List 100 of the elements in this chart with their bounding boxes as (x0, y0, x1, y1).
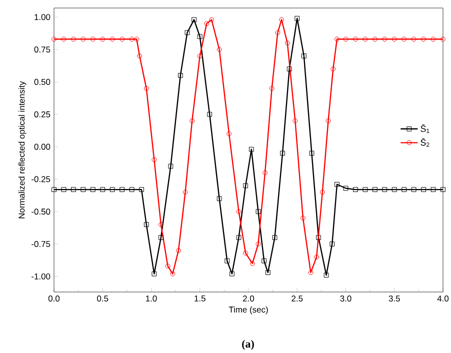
point (90, 187, 96, 192)
point (170, 271, 176, 276)
point (272, 235, 278, 240)
point (152, 271, 157, 276)
point (440, 187, 446, 192)
point (421, 187, 426, 192)
point (192, 17, 196, 22)
point (256, 209, 261, 214)
point (90, 36, 96, 42)
point (165, 264, 170, 269)
legend-label: S̄$_{1}$ (420, 124, 430, 133)
x-tick-label: 0.5 (97, 296, 108, 302)
point (243, 250, 248, 256)
point (392, 187, 397, 192)
point (280, 150, 285, 156)
point (324, 272, 329, 278)
x-tick-label: 3.0 (340, 296, 352, 302)
point (286, 66, 292, 72)
x-tick-label: 2.5 (292, 296, 303, 302)
y-tick-label: 0.75 (34, 46, 50, 52)
point (326, 118, 331, 124)
y-tick-label: -0.25 (32, 176, 50, 182)
point (392, 36, 397, 42)
text: (a) (242, 340, 254, 350)
point (334, 182, 340, 187)
point (308, 270, 314, 275)
point (353, 36, 358, 42)
point (178, 72, 183, 78)
point (207, 112, 212, 117)
x-tick-label: 1.5 (194, 296, 206, 302)
point (262, 258, 267, 264)
x-tick-label: 3.5 (388, 296, 400, 302)
point (80, 187, 86, 192)
point (52, 187, 56, 192)
point (275, 30, 280, 36)
point (320, 190, 325, 195)
point (152, 157, 157, 162)
legend-label: S̄$_{2}$ (420, 138, 430, 147)
point (382, 187, 388, 192)
point (134, 36, 140, 42)
x-axis-title: Time (sec) (228, 306, 268, 314)
point (316, 235, 321, 240)
point (243, 183, 248, 188)
point (100, 36, 106, 42)
point (168, 164, 174, 169)
point (184, 30, 190, 36)
point (190, 118, 195, 124)
y-tick-label: 0.00 (34, 144, 50, 150)
y-tick-label: 1.00 (34, 14, 50, 20)
point (292, 118, 298, 124)
point (197, 34, 202, 39)
x-tick-label: 1.0 (146, 296, 157, 302)
point (269, 86, 274, 91)
point (284, 40, 290, 46)
point (137, 54, 142, 58)
point (120, 36, 125, 42)
point (110, 187, 115, 192)
point (144, 222, 149, 228)
point (129, 36, 134, 42)
point (262, 170, 268, 176)
point (411, 187, 416, 192)
point (372, 36, 378, 42)
y-tick-label: 0.25 (34, 111, 50, 118)
point (330, 242, 335, 246)
point (309, 150, 314, 156)
point (129, 187, 134, 192)
point (71, 187, 76, 192)
point (362, 36, 368, 42)
y-tick-label: 0.50 (34, 78, 50, 85)
point (250, 261, 255, 266)
point (300, 216, 306, 221)
point (216, 196, 222, 202)
y-tick-label: -0.50 (32, 208, 50, 215)
point (402, 36, 407, 42)
point (402, 187, 407, 192)
point (314, 254, 320, 260)
point (158, 235, 164, 240)
point (411, 36, 416, 42)
point (158, 222, 164, 228)
point (224, 258, 230, 264)
point (204, 21, 210, 26)
point (421, 36, 426, 42)
point (226, 131, 232, 136)
point (236, 235, 242, 240)
point (71, 36, 76, 42)
point (176, 248, 181, 253)
y-axis-title: Normalized reflected optical intensity (18, 81, 26, 218)
point (343, 186, 348, 191)
point (256, 242, 261, 246)
y-tick-label: -1.00 (32, 273, 50, 280)
point (120, 187, 125, 192)
point (230, 271, 234, 276)
point (61, 187, 66, 192)
point (144, 86, 149, 91)
point (334, 36, 340, 42)
point (61, 36, 66, 42)
point (382, 36, 388, 42)
point (430, 36, 436, 42)
point (80, 36, 86, 42)
point (216, 47, 222, 52)
